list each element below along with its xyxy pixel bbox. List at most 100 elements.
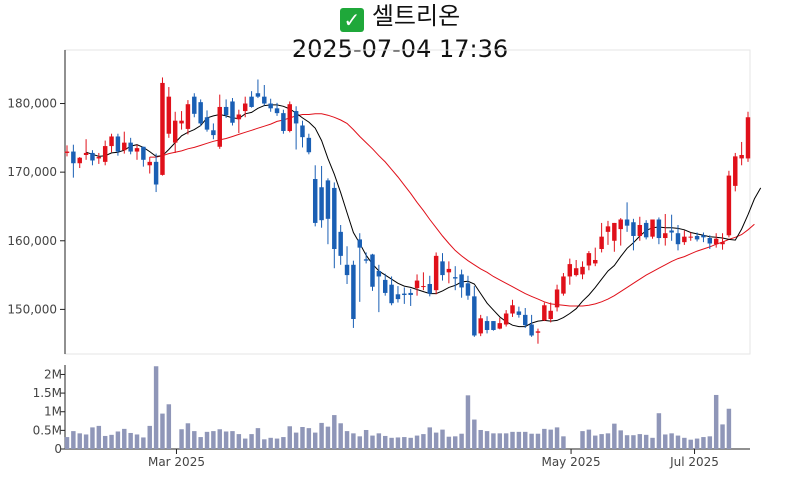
candle [713, 233, 719, 248]
volume-bar [720, 424, 725, 449]
volume-bar [688, 439, 693, 449]
volume-bar [293, 432, 299, 449]
candle [503, 310, 509, 327]
candle-body [262, 96, 267, 104]
volume-bar [497, 433, 503, 449]
candle [90, 150, 95, 166]
volume-bar [351, 433, 356, 449]
candle-body [643, 222, 649, 238]
candle [637, 216, 643, 241]
candle-body [109, 136, 114, 147]
x-tick-label: Mar 2025 [148, 455, 205, 469]
volume-bar [446, 436, 452, 449]
candle [726, 170, 732, 238]
candle [586, 251, 592, 271]
candle [325, 178, 331, 245]
candle [312, 165, 318, 227]
candle-body [90, 152, 95, 161]
volume-bar [478, 429, 483, 449]
candle [472, 286, 477, 337]
ma-long-line-layer [149, 113, 755, 307]
candle-body [115, 136, 121, 152]
volume-bar [242, 438, 248, 449]
candle-body [503, 313, 509, 325]
volume-bar [64, 437, 70, 449]
candle-body [382, 279, 388, 293]
candle-body [656, 219, 662, 239]
candle-body [510, 305, 515, 314]
volume-bar [599, 434, 604, 449]
candle [160, 77, 165, 176]
candle-body [230, 101, 235, 123]
candle [306, 133, 312, 155]
candle [682, 230, 687, 245]
candle [134, 144, 140, 160]
candle [675, 224, 681, 251]
volume-bar [306, 428, 312, 449]
candle [281, 109, 286, 134]
volume-bar [281, 437, 286, 449]
candle [529, 314, 534, 337]
volume-bar [593, 435, 598, 449]
candle [446, 261, 452, 284]
volume-bar [96, 425, 102, 449]
candle-body [255, 93, 261, 97]
candle [198, 99, 203, 127]
candle [249, 91, 254, 108]
volume-bar [268, 437, 273, 449]
candle [453, 266, 458, 291]
volume-bar [637, 434, 643, 449]
price-y-tick-label: 170,000 [7, 165, 57, 179]
volume-bar [147, 425, 152, 449]
volume-bar [312, 432, 318, 449]
candle [389, 276, 394, 306]
candle-body [249, 96, 254, 107]
candle-body [637, 224, 643, 236]
candle-body [71, 151, 76, 164]
candle [153, 153, 159, 193]
candle [624, 202, 630, 232]
candle [204, 110, 210, 132]
volume-bar [90, 427, 95, 449]
volume-bar [179, 429, 184, 449]
volume-bar [707, 436, 713, 449]
candle-body [344, 264, 350, 276]
candle-body [548, 310, 553, 320]
candle-body [395, 294, 401, 300]
candle-body [141, 146, 146, 160]
volume-bar [376, 433, 382, 449]
volume-bar-layer [64, 366, 732, 449]
candle [669, 214, 674, 241]
volume-bar [102, 435, 108, 449]
candle-body [153, 161, 159, 185]
candle [510, 299, 515, 317]
candle [185, 100, 191, 135]
candle [255, 79, 261, 99]
volume-bar [370, 435, 375, 449]
volume-bar [586, 429, 592, 449]
volume-bar [153, 366, 159, 449]
candle [433, 252, 439, 295]
volume-bar [230, 431, 235, 449]
volume-bar [300, 427, 305, 449]
candle-body [440, 261, 445, 276]
candle [440, 253, 445, 281]
volume-bar [160, 413, 165, 449]
candle-body [376, 270, 382, 277]
volume-bar [656, 413, 662, 449]
candle-body [147, 161, 152, 166]
candle-body [605, 226, 611, 232]
candle [707, 235, 713, 250]
candle-body [236, 114, 242, 120]
volume-bar [262, 439, 267, 449]
candle [332, 182, 337, 269]
candle [720, 233, 725, 250]
candle-body [274, 108, 280, 114]
candle [395, 286, 401, 303]
volume-bar [535, 433, 541, 449]
candle [535, 328, 541, 344]
candle [618, 218, 623, 246]
candle-body [179, 120, 184, 124]
candle-body [472, 296, 477, 336]
